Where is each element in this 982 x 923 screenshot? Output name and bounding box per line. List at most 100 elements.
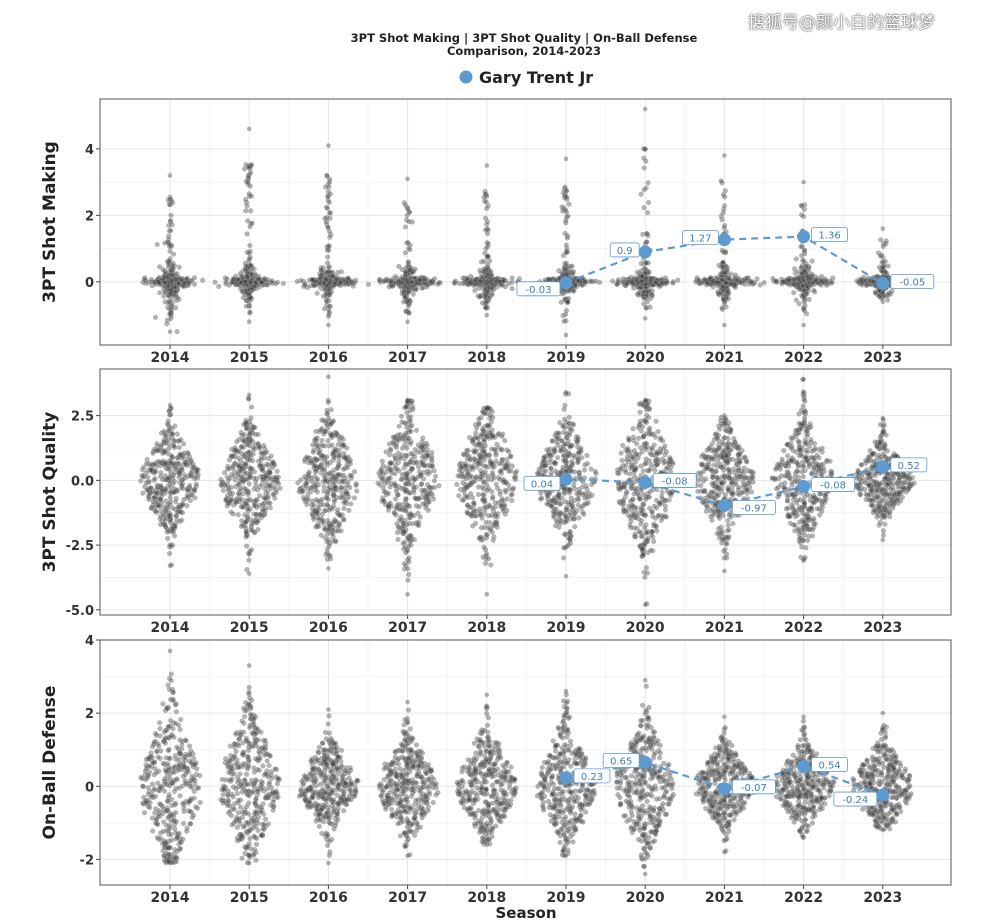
legend-marker: [459, 70, 473, 84]
swarm-point: [159, 492, 165, 498]
swarm-point: [645, 180, 651, 186]
swarm-point: [222, 482, 228, 488]
swarm-point: [723, 280, 729, 286]
swarm-point: [419, 481, 425, 487]
swarm-point: [642, 106, 648, 112]
swarm-point: [331, 467, 337, 473]
swarm-point: [451, 280, 457, 286]
swarm-point: [179, 455, 185, 461]
swarm-point: [647, 277, 653, 283]
swarm-point: [233, 499, 239, 505]
swarm-point: [406, 310, 412, 316]
swarm-point: [238, 496, 244, 502]
swarm-point: [277, 485, 283, 491]
player-value-label: -0.03: [526, 285, 552, 296]
swarm-point: [229, 471, 235, 477]
swarm-point: [722, 270, 728, 276]
swarm-point: [800, 305, 806, 311]
swarm-point: [246, 392, 252, 398]
swarm-point: [419, 444, 425, 450]
swarm-point: [299, 488, 305, 494]
swarm-point: [234, 439, 240, 445]
swarm-point: [255, 432, 261, 438]
swarm-point: [383, 449, 389, 455]
swarm-point: [324, 454, 330, 460]
swarm-point: [158, 508, 164, 514]
swarm-point: [168, 453, 174, 459]
swarm-point: [405, 319, 410, 325]
swarm-point: [402, 202, 408, 208]
swarm-point: [799, 212, 805, 218]
swarm-point: [418, 459, 424, 465]
swarm-point: [324, 460, 330, 466]
swarm-point: [484, 205, 490, 211]
swarm-point: [251, 266, 257, 272]
swarm-point: [153, 448, 159, 454]
swarm-point: [247, 474, 253, 480]
swarm-point: [466, 280, 472, 286]
swarm-point: [167, 542, 173, 548]
swarm-point: [379, 475, 385, 481]
swarm-point: [172, 470, 178, 476]
swarm-point: [313, 468, 319, 474]
swarm-point: [330, 538, 336, 544]
swarm-point: [403, 404, 409, 410]
swarm-point: [431, 468, 437, 474]
swarm-point: [425, 507, 431, 513]
swarm-point: [243, 208, 249, 214]
swarm-point: [166, 408, 172, 414]
swarm-point: [642, 316, 648, 321]
swarm-point: [314, 511, 320, 517]
swarm-point: [151, 494, 157, 500]
swarm-point: [168, 316, 174, 322]
swarm-point: [383, 469, 389, 475]
swarm-point: [245, 506, 251, 512]
swarm-point: [326, 269, 332, 275]
swarm-point: [329, 442, 335, 448]
swarm-point: [328, 421, 334, 427]
swarm-point: [483, 292, 489, 298]
swarm-point: [653, 279, 659, 285]
swarm-point: [402, 529, 408, 535]
swarm-point: [416, 504, 422, 510]
swarm-point: [877, 253, 883, 259]
swarm-point: [192, 495, 198, 501]
swarm-point: [565, 213, 571, 219]
swarm-point: [352, 469, 358, 475]
swarm-point: [324, 495, 330, 501]
swarm-point: [316, 429, 322, 435]
swarm-point: [156, 503, 162, 509]
swarm-point: [403, 504, 409, 510]
swarm-point: [248, 208, 254, 214]
swarm-point: [216, 283, 222, 289]
swarm-point: [235, 481, 241, 487]
swarm-point: [799, 253, 805, 259]
swarm-point: [250, 445, 256, 451]
swarm-point: [757, 282, 763, 288]
swarm-point: [163, 460, 169, 466]
swarm-point: [509, 491, 515, 497]
swarm-point: [163, 524, 169, 530]
legend-label: Gary Trent Jr: [479, 68, 593, 87]
swarm-point: [172, 276, 178, 282]
swarm-point: [558, 299, 564, 305]
swarm-point: [303, 476, 309, 482]
swarm-point: [392, 471, 398, 477]
swarm-point: [191, 464, 197, 470]
swarm-point: [243, 530, 249, 536]
swarm-point: [425, 453, 431, 459]
swarm-point: [629, 279, 635, 285]
swarm-point: [399, 267, 405, 273]
swarm-point: [259, 279, 265, 285]
swarm-point: [162, 508, 168, 514]
swarm-point: [243, 303, 249, 309]
swarm-point: [643, 260, 649, 266]
swarm-point: [244, 543, 250, 549]
swarm-point: [325, 194, 331, 200]
swarm-point: [169, 301, 175, 307]
swarm-point: [593, 278, 599, 284]
swarm-point: [825, 281, 831, 287]
swarm-point: [236, 448, 242, 454]
swarm-point: [249, 528, 255, 534]
swarm-point: [167, 194, 173, 200]
